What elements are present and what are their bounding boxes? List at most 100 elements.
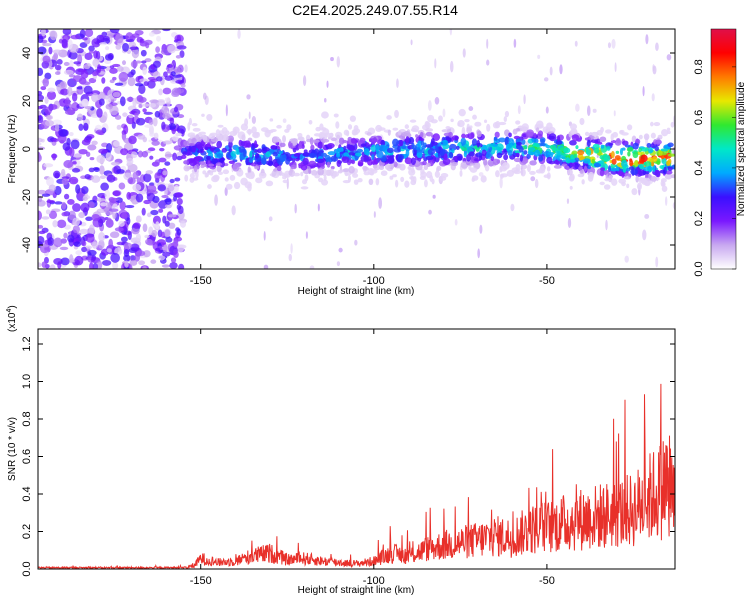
- spectrogram-cell: [61, 38, 68, 48]
- spectrogram-cell: [118, 220, 125, 227]
- snr-y-tick-label: 0.2: [21, 524, 33, 539]
- spectrogram-cell: [427, 100, 432, 111]
- spectrogram-cell: [41, 216, 50, 220]
- spectrogram-cell: [81, 186, 89, 194]
- spectrogram-cell: [44, 96, 49, 104]
- spectrogram-cell: [112, 140, 121, 147]
- spectrogram-cell: [627, 151, 631, 157]
- spectrogram-cell: [247, 137, 253, 142]
- snr-y-tick-label: 0.8: [21, 411, 33, 426]
- spectrogram-cell: [547, 151, 555, 156]
- spectrogram-cell: [183, 164, 191, 172]
- spectrogram-cell: [652, 164, 656, 172]
- spectrogram-cell: [143, 250, 151, 258]
- spectrogram-y-axis-label: Frequency (Hz): [7, 115, 18, 184]
- spectrogram-cell: [375, 178, 380, 186]
- spectrogram-cell: [540, 138, 545, 145]
- spectrogram-cell: [330, 155, 339, 162]
- spectrogram-cell: [320, 132, 326, 138]
- spectrogram-cell: [254, 152, 260, 159]
- spectrogram-cell: [68, 131, 74, 137]
- spectrogram-cell: [645, 171, 650, 175]
- spectrogram-cell: [246, 94, 251, 100]
- spectrogram-cell: [164, 229, 171, 237]
- spectrogram-cell: [533, 149, 541, 157]
- spectrogram-cell: [288, 253, 292, 262]
- spectrogram-cell: [664, 196, 668, 206]
- spectrogram-cell: [167, 214, 177, 218]
- spectrogram-cell: [434, 170, 440, 178]
- spectrogram-cell: [149, 103, 157, 108]
- spectrogram-cell: [188, 142, 196, 147]
- spectrogram-cell: [161, 264, 170, 268]
- spectrogram-cell: [160, 231, 166, 239]
- spectrogram-cell: [162, 244, 168, 253]
- spectrogram-cell: [48, 184, 57, 192]
- snr-frame: [37, 328, 676, 570]
- spectrogram-cell: [108, 238, 113, 249]
- spectrogram-cell: [72, 153, 83, 158]
- spectrogram-cell: [657, 134, 663, 139]
- spectrogram-cell: [624, 144, 631, 148]
- spectrogram-cell: [645, 34, 649, 45]
- spectrogram-cell: [265, 151, 271, 158]
- snr-series-line: [38, 383, 675, 569]
- spectrogram-cell: [592, 108, 597, 113]
- spectrogram-cell: [158, 208, 164, 213]
- spectrogram-cell: [71, 92, 78, 102]
- spectrogram-cell: [341, 156, 350, 164]
- spectrogram-cell: [363, 148, 370, 156]
- spectrogram-cell: [408, 168, 416, 176]
- spectrogram-cell: [228, 140, 233, 149]
- spectrogram-cell: [523, 150, 528, 155]
- spectrogram-cell: [398, 130, 402, 136]
- spectrogram-cell: [622, 140, 629, 146]
- spectrogram-cell: [91, 38, 101, 48]
- spectrogram-cell: [479, 224, 483, 234]
- spectrogram-cell: [158, 157, 167, 163]
- spectrogram-cell: [617, 170, 623, 176]
- spectrogram-cell: [599, 181, 605, 186]
- spectrogram-cell: [559, 159, 563, 166]
- spectrogram-cell: [445, 126, 451, 130]
- spectrogram-cell: [67, 86, 73, 97]
- spectrogram-cell: [584, 165, 588, 172]
- spectrogram-cell: [424, 179, 428, 188]
- spectrogram-cell: [106, 217, 112, 225]
- spectrogram-cell: [378, 197, 383, 209]
- spectrogram-cell: [580, 156, 586, 160]
- spectrogram-cell: [248, 111, 251, 120]
- spectrogram-cell: [336, 56, 341, 68]
- spectrogram-cell: [605, 129, 612, 134]
- spectrogram-cell: [216, 153, 224, 158]
- spectrogram-cell: [422, 160, 427, 166]
- spectrogram-cell: [399, 154, 403, 161]
- spectrogram-cell: [520, 168, 526, 177]
- spectrogram-cell: [245, 157, 249, 166]
- spectrogram-cell: [158, 254, 166, 261]
- spectrogram-cell: [476, 130, 482, 138]
- spectrogram-cell: [410, 179, 417, 186]
- spectrogram-cell: [141, 207, 146, 216]
- spectrogram-cell: [249, 150, 253, 158]
- spectrogram-cell: [480, 175, 487, 183]
- spectrogram-cell: [667, 142, 674, 148]
- spectrogram-cell: [175, 227, 180, 233]
- spectrogram-cell: [122, 112, 128, 117]
- spectrogram-cell: [165, 197, 172, 205]
- snr-y-tick-label: 0.4: [21, 486, 33, 501]
- spectrogram-cell: [254, 165, 260, 170]
- spectrogram-cell: [494, 131, 500, 138]
- spectrogram-cell: [54, 201, 63, 205]
- spectrogram-cell: [233, 181, 241, 190]
- spectrogram-cell: [660, 178, 667, 183]
- spectrogram-cell: [96, 154, 106, 164]
- spectrogram-cell: [562, 147, 571, 154]
- spectrogram-cell: [78, 148, 88, 155]
- spectrogram-cell: [273, 168, 277, 172]
- spectrogram-cell: [650, 121, 654, 127]
- spectrogram-cell: [101, 77, 106, 84]
- spectrogram-cell: [424, 120, 430, 128]
- spectrogram-cell: [59, 246, 69, 251]
- spectrogram-cell: [82, 122, 89, 131]
